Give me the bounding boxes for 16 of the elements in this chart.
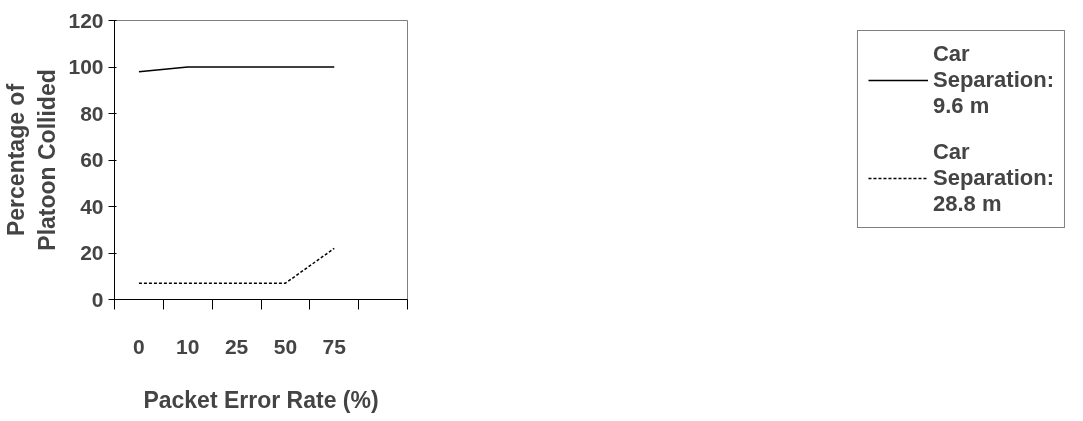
y-tick-label: 20 (80, 241, 104, 264)
x-tick-label: 50 (273, 334, 298, 358)
x-axis-title: Packet Error Rate (%) (143, 386, 379, 413)
legend-label: Car Separation: 28.8 m (932, 139, 1054, 217)
y-tick-label: 80 (80, 101, 104, 125)
x-tick-label: 75 (322, 334, 347, 358)
y-tick-label: 0 (91, 287, 104, 311)
x-tick-label: 10 (176, 334, 200, 358)
x-tick-label: 0 (133, 334, 145, 358)
y-tick-label: 120 (68, 8, 104, 32)
y-tick-label: 60 (80, 148, 104, 171)
y-tick-label: 40 (80, 194, 104, 218)
legend-label: Car Separation: 9.6 m (932, 41, 1054, 119)
y-axis-title: Percentage of Platoon Collided (3, 69, 61, 251)
x-tick-label: 25 (224, 334, 249, 358)
y-tick-label: 100 (68, 55, 104, 78)
